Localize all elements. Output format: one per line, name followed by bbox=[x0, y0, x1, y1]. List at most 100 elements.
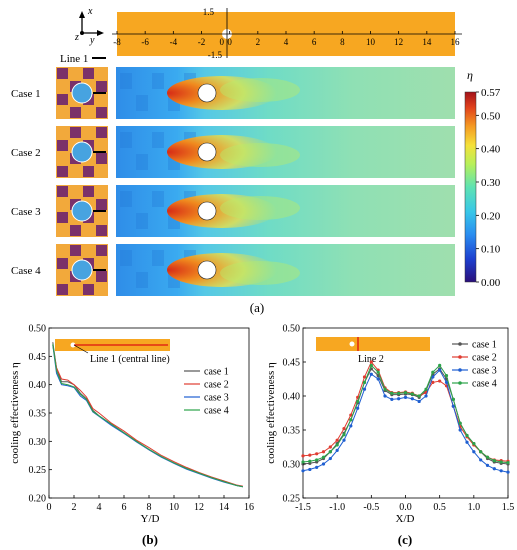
panel-a: x y z -8 -6 -4 -2 0 2 4 6 8 10 12 14 16 1.5 0 -1.5 L… bbox=[11, 6, 501, 315]
x-tick-label: 1.5 bbox=[502, 502, 515, 513]
case-row: Case 2 bbox=[11, 126, 455, 178]
y-tick-label: 0.40 bbox=[283, 392, 301, 403]
data-point bbox=[458, 428, 462, 432]
data-point bbox=[315, 465, 319, 469]
data-point bbox=[444, 374, 449, 378]
hole-icon bbox=[197, 142, 217, 162]
legend-label: case 2 bbox=[472, 353, 497, 364]
data-point bbox=[485, 455, 490, 459]
contour-patch bbox=[120, 191, 132, 207]
data-point bbox=[335, 438, 339, 442]
data-point bbox=[431, 370, 435, 374]
x-tick-label: -0.5 bbox=[363, 502, 379, 513]
x-tick-label: 0.5 bbox=[433, 502, 446, 513]
x-tick-label: -1.5 bbox=[295, 502, 311, 513]
y-tick-label: 0.30 bbox=[283, 460, 301, 471]
domain-x-tick-label: -6 bbox=[141, 37, 149, 47]
contour-patch bbox=[152, 191, 164, 207]
panel-b-label: (b) bbox=[142, 532, 158, 547]
data-point bbox=[301, 454, 305, 458]
legend-label: case 2 bbox=[204, 380, 229, 391]
legend-marker bbox=[458, 342, 462, 346]
colorbar-symbol: η bbox=[467, 68, 473, 82]
data-point bbox=[308, 467, 312, 472]
x-tick-label: 6 bbox=[122, 502, 127, 513]
hole-icon bbox=[197, 260, 217, 280]
data-point bbox=[308, 459, 312, 463]
legend-label: case 3 bbox=[204, 393, 229, 404]
domain-x-tick-label: 6 bbox=[312, 37, 317, 47]
axis-z-glyph: z bbox=[74, 32, 79, 43]
series-b bbox=[52, 342, 243, 488]
data-point bbox=[492, 467, 496, 471]
data-point bbox=[342, 427, 346, 431]
domain-x-tick-label: -4 bbox=[170, 37, 178, 47]
xlabel-b: Y/D bbox=[141, 513, 160, 525]
plate-cell bbox=[96, 127, 107, 138]
plate-cell bbox=[96, 81, 107, 92]
legend-label: case 3 bbox=[472, 366, 497, 377]
contour-patch bbox=[152, 73, 164, 89]
panel-a-label: (a) bbox=[250, 300, 264, 315]
plate-cell bbox=[96, 199, 107, 210]
colorbar-tick-label: 0.10 bbox=[481, 244, 501, 256]
data-point bbox=[342, 438, 346, 442]
data-point bbox=[390, 397, 394, 401]
legend-marker bbox=[458, 355, 462, 359]
data-point bbox=[424, 387, 428, 391]
contour-patch bbox=[120, 132, 132, 148]
xlabel-c: X/D bbox=[396, 513, 415, 525]
contour-hotspot bbox=[167, 76, 277, 110]
plate-cell bbox=[96, 107, 107, 118]
contour-patch bbox=[120, 73, 132, 89]
domain-x-tick-label: 0 bbox=[227, 37, 232, 47]
inset-c-label: Line 2 bbox=[358, 354, 384, 365]
domain-y-tick-bottom: -1.5 bbox=[208, 50, 223, 60]
data-point bbox=[458, 421, 462, 425]
data-point bbox=[417, 394, 421, 398]
domain-y-tick-mid: 0 bbox=[220, 37, 225, 47]
colorbar-tick-label: 0.30 bbox=[481, 177, 501, 189]
y-tick-label: 0.25 bbox=[29, 465, 47, 476]
data-point bbox=[403, 391, 408, 395]
data-point bbox=[451, 397, 455, 401]
data-point bbox=[349, 413, 353, 417]
data-point bbox=[328, 445, 332, 449]
colorbar-tick-label: 0.40 bbox=[481, 144, 501, 156]
inset-c-hole bbox=[349, 341, 355, 347]
colorbar-tick-label: 0.50 bbox=[481, 110, 501, 122]
plate-cell bbox=[70, 245, 81, 256]
domain-x-tick-label: 8 bbox=[340, 37, 345, 47]
data-point bbox=[342, 433, 346, 437]
data-point bbox=[321, 455, 326, 459]
case-label: Case 3 bbox=[11, 206, 41, 218]
plate-cell bbox=[57, 258, 68, 269]
axes-c: -1.5 -1.0 -0.5 0.0 0.5 1.0 1.5 0.25 0.30 0.35 0.40… bbox=[283, 324, 515, 514]
data-point bbox=[410, 392, 414, 396]
domain-x-tick-label: 2 bbox=[256, 37, 261, 47]
plate-cell bbox=[70, 225, 81, 236]
y-tick-label: 0.35 bbox=[283, 426, 301, 437]
data-point bbox=[335, 443, 339, 447]
plate-cell bbox=[83, 166, 94, 177]
data-point bbox=[390, 391, 394, 395]
legend-label: case 1 bbox=[472, 340, 497, 351]
hole-icon bbox=[71, 259, 93, 281]
data-point bbox=[465, 440, 469, 444]
contour-field bbox=[116, 185, 455, 237]
data-point bbox=[369, 360, 373, 364]
data-point bbox=[362, 375, 367, 379]
series-line-4 bbox=[52, 343, 243, 488]
data-point bbox=[465, 433, 469, 438]
domain-x-tick-label: -8 bbox=[113, 37, 121, 47]
ylabel-c: cooling effectiveness η bbox=[265, 362, 277, 464]
plate-thumbnail bbox=[56, 67, 108, 119]
case-rows: Case 1 Case 2 Case 3 Case 4 bbox=[11, 67, 455, 296]
axis-x-glyph: x bbox=[87, 6, 93, 17]
contour-hotspot bbox=[167, 135, 277, 169]
data-point bbox=[438, 363, 442, 367]
plate-cell bbox=[70, 127, 81, 138]
inset-c: Line 2 bbox=[316, 337, 430, 365]
plate-cell bbox=[57, 186, 68, 197]
data-point bbox=[369, 363, 373, 367]
